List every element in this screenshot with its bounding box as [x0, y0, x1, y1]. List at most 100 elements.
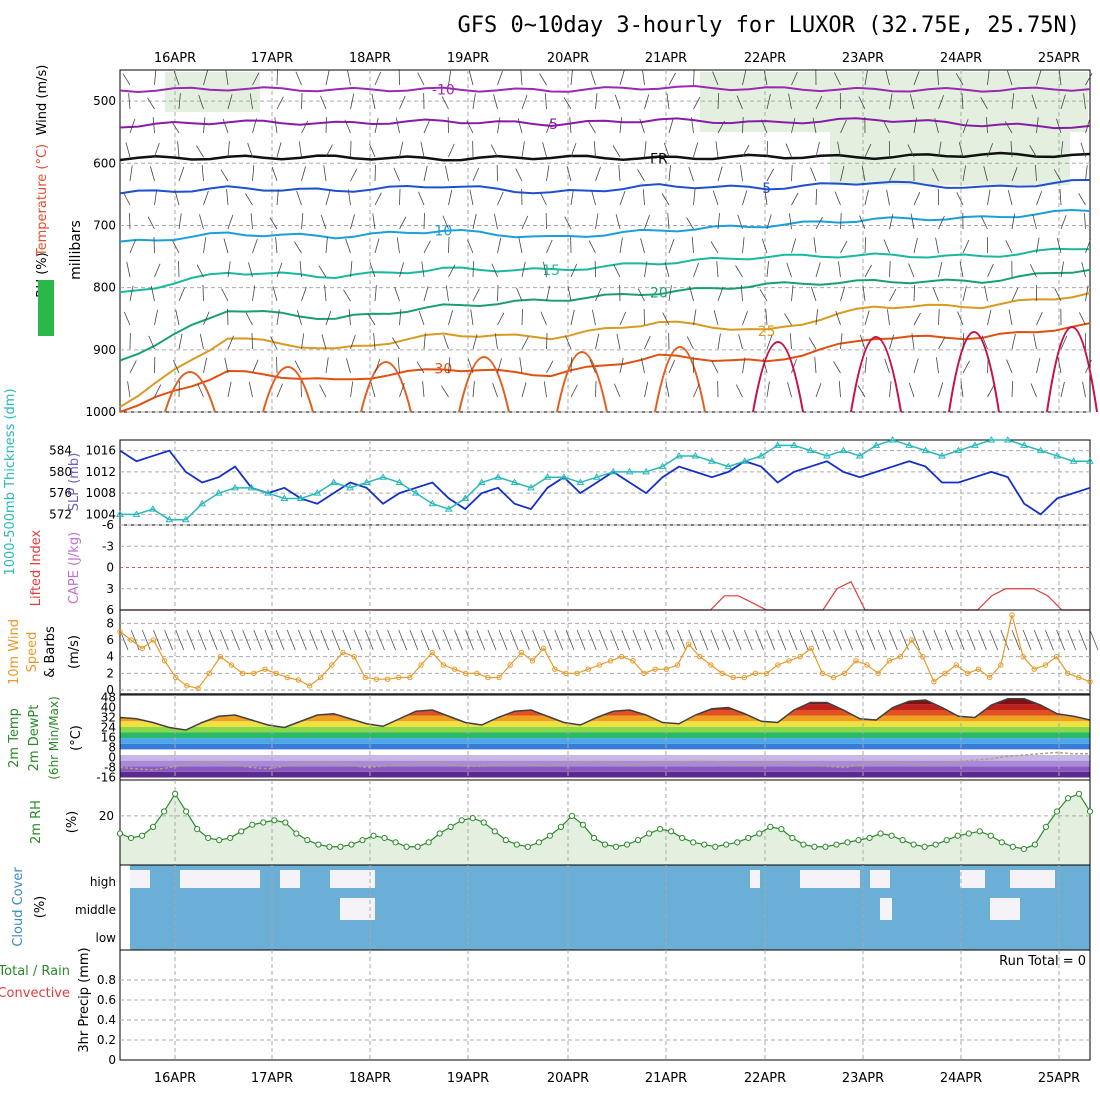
- temperature-contour-10: [119, 208, 1091, 243]
- wind10-barb: [766, 629, 776, 651]
- wind-barb: [588, 240, 596, 254]
- wind-barb: [693, 96, 701, 110]
- wind-barb: [938, 309, 940, 326]
- wind-barb: [913, 312, 921, 326]
- wind-barb: [367, 313, 376, 326]
- wind-barb: [691, 237, 694, 254]
- wind10-point: [340, 649, 346, 656]
- temperature-contour--10: [119, 84, 1091, 94]
- thickness-point: [214, 489, 223, 496]
- wind-barb: [1085, 359, 1092, 374]
- wind-barb: [399, 262, 404, 278]
- wind-barb: [150, 285, 155, 302]
- wind-barb: [962, 239, 970, 254]
- lifted-index-line: [120, 580, 1090, 611]
- wind-barb: [840, 286, 846, 302]
- wind-barb: [344, 119, 351, 134]
- cloud-gap-high: [960, 870, 985, 888]
- wind-barb: [197, 383, 204, 398]
- wind-barb: [984, 285, 988, 302]
- wind-barb: [1031, 94, 1037, 110]
- wind-barb: [882, 120, 890, 134]
- wind-barb: [859, 215, 866, 230]
- wind10-point: [351, 653, 357, 660]
- minmax-label: (6hr Min/Max): [47, 696, 61, 780]
- date-label-bottom: 19APR: [447, 1071, 489, 1086]
- wind-barb: [761, 119, 768, 134]
- wind-barb: [667, 213, 670, 230]
- wind-barb: [766, 214, 772, 230]
- wind-barb: [521, 382, 527, 398]
- wind10-barb: [621, 629, 631, 651]
- wind-barb: [619, 357, 624, 374]
- wind-barb: [472, 93, 476, 110]
- wind10-point: [195, 685, 201, 692]
- wind10-point: [775, 662, 781, 668]
- wind-barb: [595, 213, 599, 230]
- wind-barb: [1060, 215, 1067, 230]
- wind-barb: [567, 285, 572, 302]
- precip-tick: 0.6: [97, 993, 116, 1007]
- wind-barb: [962, 285, 967, 302]
- wind-barb: [740, 285, 743, 302]
- wind-barb: [129, 285, 134, 302]
- wind-barb: [766, 168, 774, 182]
- temperature-contour-20: [119, 268, 1091, 362]
- wind10-barb: [164, 629, 173, 651]
- thickness-point: [247, 483, 256, 491]
- date-label-bottom: 17APR: [251, 1071, 293, 1086]
- wind-barb: [715, 141, 719, 158]
- wind-barb: [294, 241, 302, 254]
- wind10-point: [908, 637, 915, 643]
- wind-barb: [908, 263, 915, 278]
- wind-barb: [196, 264, 204, 278]
- wind-barb: [343, 289, 351, 302]
- thickness-point: [379, 473, 387, 480]
- thickness-point: [1020, 441, 1029, 448]
- rh-point: [194, 826, 201, 833]
- wind-barb: [864, 69, 868, 86]
- wind10-barb: [822, 629, 831, 651]
- wind10-barb: [398, 629, 408, 651]
- wind-barb: [717, 333, 721, 350]
- wind-barb: [448, 310, 453, 326]
- wind-barb: [516, 287, 523, 302]
- wind10-point: [630, 658, 636, 664]
- rh-point: [293, 830, 300, 837]
- wind10-barb: [844, 629, 854, 651]
- wind-barb: [764, 189, 768, 206]
- wind-barb: [619, 191, 626, 206]
- wind-tick: 2: [106, 666, 114, 680]
- wind-barb: [399, 309, 402, 326]
- rh-point: [734, 839, 741, 846]
- wind-barb: [521, 309, 523, 326]
- rh-point: [436, 830, 443, 837]
- temp-color-band: [120, 721, 1090, 727]
- wind-barb: [613, 264, 621, 278]
- wind-barb: [493, 94, 498, 110]
- thickness-tick: 572: [49, 507, 72, 521]
- rh-point: [238, 828, 245, 835]
- wind-barb: [908, 382, 915, 398]
- date-label-top: 25APR: [1038, 51, 1080, 66]
- thickness-point: [691, 451, 700, 459]
- wind-barb: [318, 265, 327, 278]
- wind-barb: [154, 69, 157, 86]
- rh-point: [183, 808, 190, 815]
- wind-barb: [323, 165, 327, 182]
- wind10-point: [808, 645, 814, 652]
- wind-barb: [570, 357, 572, 374]
- thickness-point: [790, 441, 798, 448]
- rh-point: [822, 843, 829, 850]
- wind-barb: [616, 333, 621, 350]
- wind10-barb: [420, 629, 430, 651]
- wind-barb: [761, 238, 768, 254]
- temp-tick: 40: [101, 701, 116, 715]
- wind10-barb: [431, 629, 441, 651]
- wind10-barb: [141, 629, 151, 651]
- rh-point: [668, 828, 675, 835]
- wind-barb: [227, 141, 230, 158]
- wind-barb: [763, 69, 768, 86]
- cloud-gap-high: [280, 870, 300, 888]
- wind-barb: [300, 381, 302, 398]
